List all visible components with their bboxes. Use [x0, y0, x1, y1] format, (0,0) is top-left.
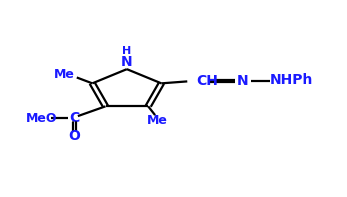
Text: NHPh: NHPh — [270, 73, 314, 87]
Text: N: N — [121, 55, 133, 69]
Text: Me: Me — [146, 114, 167, 127]
Text: CH: CH — [196, 74, 218, 88]
Text: O: O — [68, 129, 81, 143]
Text: MeO: MeO — [26, 112, 57, 125]
Text: N: N — [237, 74, 249, 88]
Text: H: H — [122, 46, 132, 57]
Text: ||: || — [70, 121, 78, 132]
Text: C: C — [69, 111, 79, 125]
Text: Me: Me — [54, 68, 75, 81]
